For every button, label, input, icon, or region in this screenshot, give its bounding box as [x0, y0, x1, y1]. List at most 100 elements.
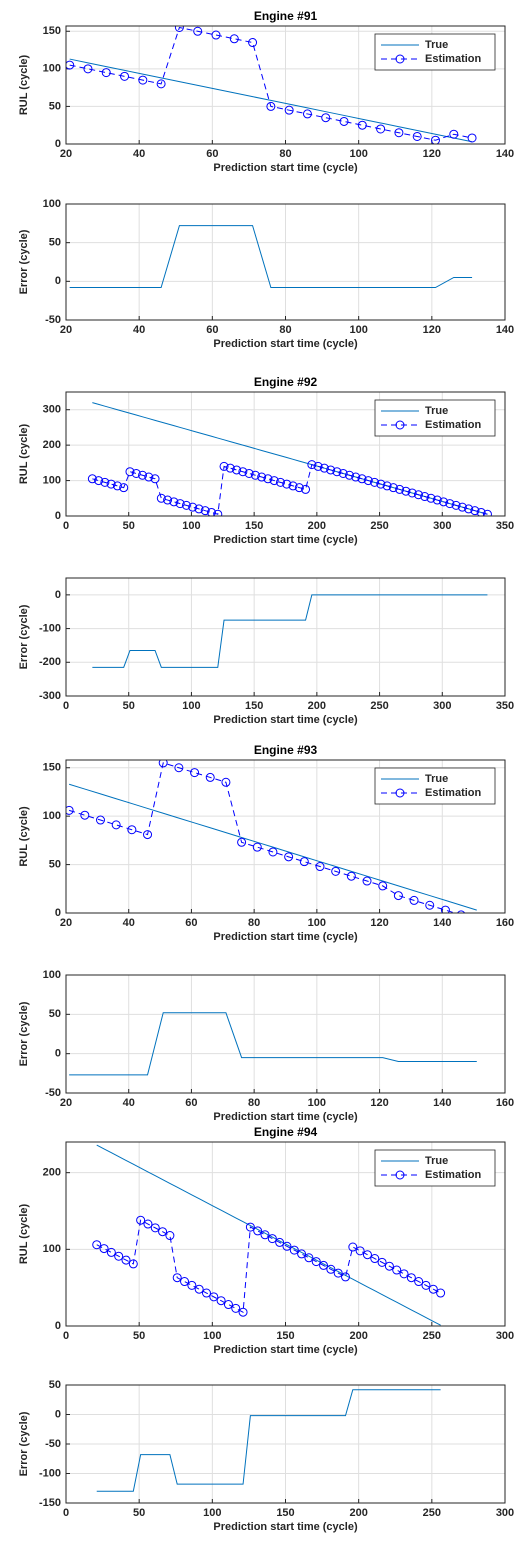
legend-label: True	[425, 1155, 448, 1167]
x-tick-label: 250	[370, 700, 388, 712]
y-axis-label: RUL (cycle)	[18, 424, 30, 485]
y-tick-label: -100	[39, 1467, 61, 1479]
series-line	[69, 225, 473, 289]
marker	[150, 474, 160, 484]
marker	[248, 38, 258, 48]
x-tick-label: 350	[496, 700, 514, 712]
marker	[464, 504, 474, 514]
x-tick-label: 100	[203, 1330, 221, 1342]
marker	[362, 1250, 372, 1260]
y-axis-label: Error (cycle)	[18, 229, 30, 294]
y-tick-label: 50	[49, 858, 61, 870]
marker	[263, 474, 273, 484]
marker	[83, 64, 93, 74]
x-tick-label: 160	[496, 917, 514, 929]
x-tick-label: 40	[123, 917, 135, 929]
x-tick-label: 0	[63, 1330, 69, 1342]
axes-box	[65, 1141, 506, 1327]
subplot: 0 50 100 150 200 250 300 0 100 200 Engine #94 Predi…	[18, 1125, 514, 1356]
marker	[297, 1249, 307, 1259]
marker	[244, 468, 254, 478]
marker	[413, 490, 423, 500]
marker	[269, 476, 279, 486]
series-line	[96, 1389, 441, 1492]
x-axis-label: Prediction start time (cycle)	[213, 1344, 358, 1356]
marker	[232, 465, 242, 475]
x-tick-label: 80	[279, 148, 291, 160]
axes-box	[65, 577, 506, 697]
y-tick-label: -200	[39, 656, 61, 668]
marker	[190, 768, 200, 778]
y-tick-label: 300	[43, 404, 61, 416]
x-tick-label: 120	[423, 148, 441, 160]
marker	[426, 493, 436, 503]
marker	[216, 1296, 226, 1306]
x-tick-label: 50	[133, 1330, 145, 1342]
marker	[311, 1257, 321, 1267]
y-tick-label: 50	[49, 237, 61, 249]
x-tick-label: 40	[133, 324, 145, 336]
series-group	[69, 225, 473, 289]
marker	[245, 1222, 255, 1232]
marker	[138, 470, 148, 480]
x-axis-label: Prediction start time (cycle)	[213, 162, 358, 174]
x-tick-label: 60	[185, 1097, 197, 1109]
marker	[445, 499, 455, 509]
marker	[260, 1230, 270, 1240]
marker	[376, 479, 386, 489]
y-axis-label: RUL (cycle)	[18, 55, 30, 116]
x-tick-label: 80	[279, 324, 291, 336]
x-tick-label: 200	[308, 520, 326, 532]
x-axis-label: Prediction start time (cycle)	[213, 1111, 358, 1123]
legend-box	[374, 1149, 496, 1187]
x-tick-label: 20	[60, 917, 72, 929]
marker	[321, 113, 331, 123]
y-tick-label: 0	[55, 510, 61, 522]
series-line	[69, 26, 473, 141]
y-axis-label: Error (cycle)	[18, 1001, 30, 1066]
marker	[307, 460, 317, 470]
marker	[143, 830, 153, 840]
marker	[370, 1254, 380, 1264]
series-group	[92, 1144, 446, 1326]
marker	[457, 502, 467, 512]
series-group	[92, 594, 488, 668]
legend-box	[374, 399, 496, 437]
marker	[158, 760, 168, 768]
marker	[282, 479, 292, 489]
x-tick-label: 100	[182, 700, 200, 712]
marker	[100, 477, 110, 487]
marker	[114, 1251, 124, 1261]
y-tick-label: 150	[43, 762, 61, 774]
axes-box	[65, 391, 506, 517]
x-tick-label: 20	[60, 324, 72, 336]
y-tick-label: 100	[43, 969, 61, 981]
x-tick-label: 150	[276, 1330, 294, 1342]
subplot: 20 40 60 80 100 120 140 0 50 100 150 Engine #91 Pred…	[18, 9, 514, 174]
legend-marker	[395, 788, 405, 798]
y-tick-label: 200	[43, 439, 61, 451]
marker	[282, 1241, 292, 1251]
marker	[111, 820, 121, 830]
x-tick-label: 40	[133, 148, 145, 160]
x-tick-label: 200	[349, 1507, 367, 1519]
marker	[299, 857, 309, 867]
y-tick-label: 100	[43, 810, 61, 822]
marker	[237, 837, 247, 847]
marker	[257, 472, 267, 482]
x-tick-label: 50	[123, 520, 135, 532]
marker	[99, 1244, 109, 1254]
marker	[428, 1284, 438, 1294]
marker	[399, 1269, 409, 1279]
marker	[304, 1253, 314, 1263]
marker	[451, 500, 461, 510]
x-tick-label: 40	[123, 1097, 135, 1109]
marker	[414, 1277, 424, 1287]
plot-area	[66, 975, 505, 1093]
marker	[377, 1257, 387, 1267]
x-tick-label: 250	[370, 520, 388, 532]
marker	[284, 852, 294, 862]
marker	[348, 1242, 358, 1252]
marker	[384, 1261, 394, 1271]
